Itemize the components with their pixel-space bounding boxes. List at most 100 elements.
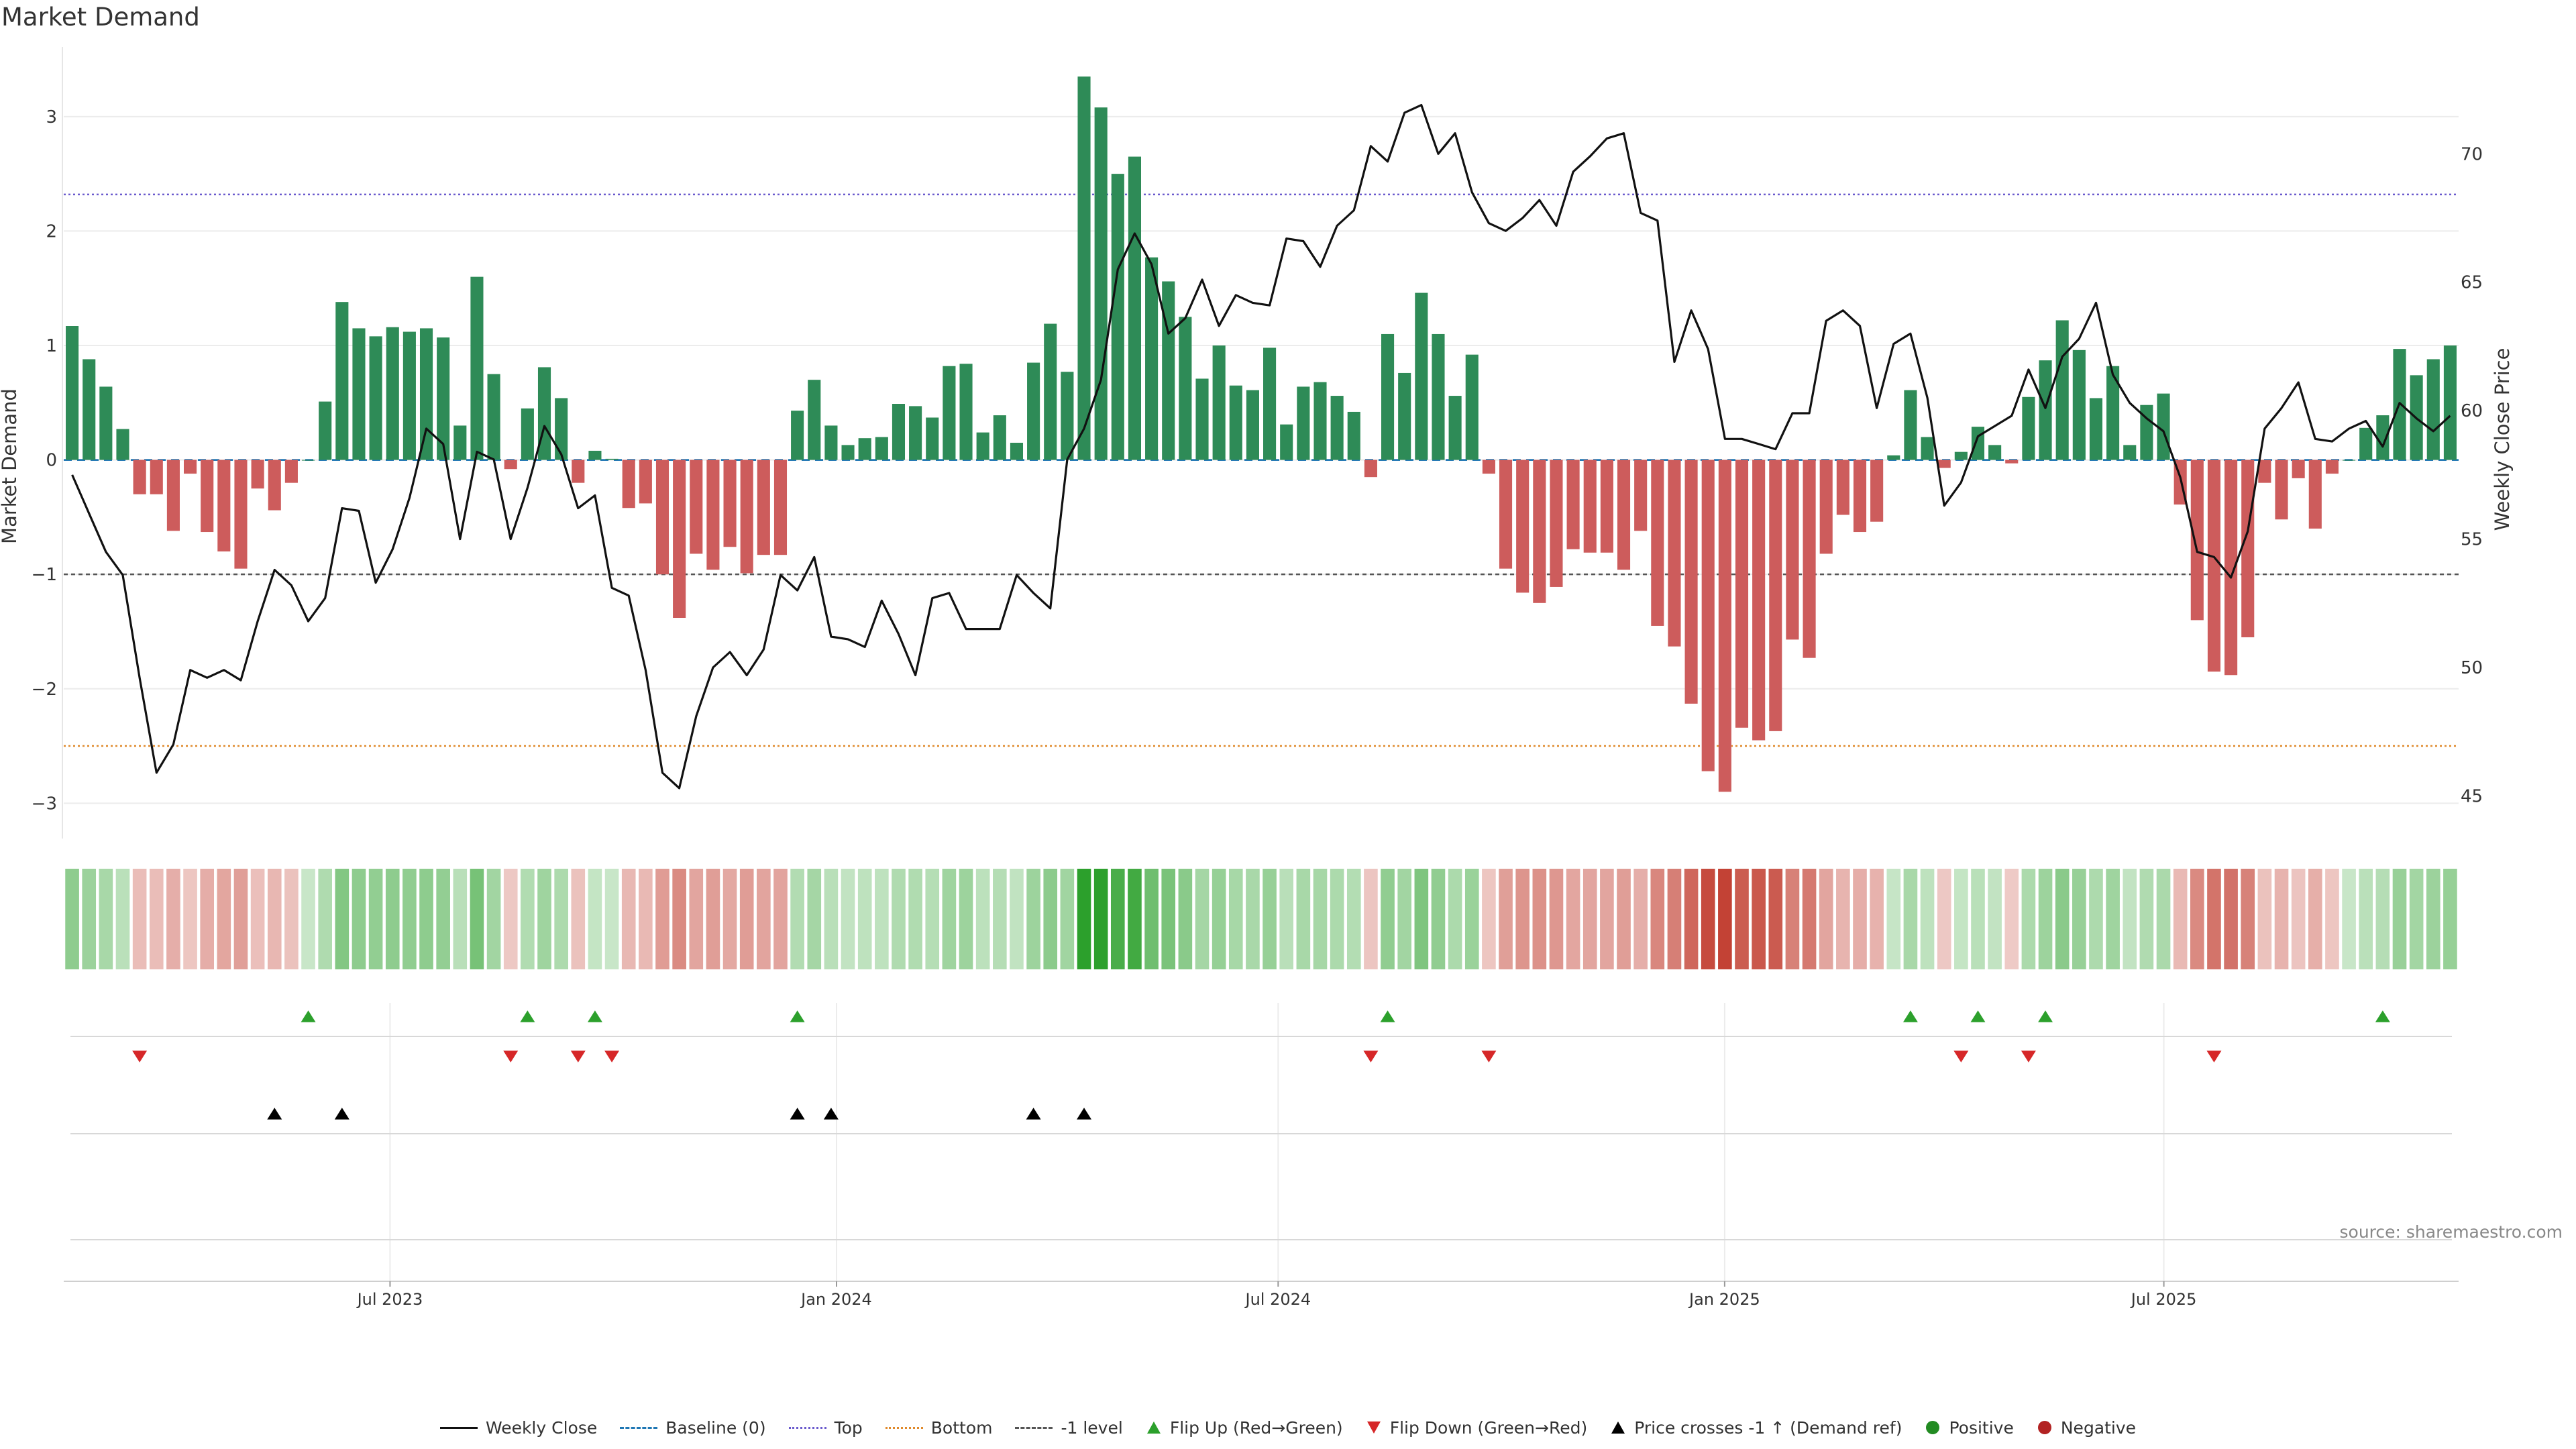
heat-cell (1768, 869, 1783, 969)
demand-bar (572, 460, 585, 483)
heat-cell (554, 869, 568, 969)
demand-bar (470, 276, 484, 460)
heat-cell (1313, 869, 1328, 969)
legend-circle-icon (2037, 1421, 2051, 1434)
heat-cell (1633, 869, 1648, 969)
flip-down-marker (1363, 1051, 1379, 1063)
demand-bar (959, 364, 973, 460)
demand-bar (284, 460, 298, 483)
demand-bar (655, 460, 669, 575)
legend-label: Negative (2060, 1417, 2137, 1438)
demand-bar (2005, 460, 2019, 464)
legend-circle-icon (1926, 1421, 1940, 1434)
heat-cell (2443, 869, 2457, 969)
y-tick-label-left: −1 (32, 565, 57, 585)
heat-cell (2106, 869, 2120, 969)
heat-cell (1785, 869, 1800, 969)
heat-cell (2426, 869, 2440, 969)
heat-cell (453, 869, 468, 969)
heat-cell (807, 869, 822, 969)
demand-bar (1803, 460, 1816, 658)
heat-cell (1161, 869, 1176, 969)
flip-up-marker (520, 1010, 535, 1022)
heat-cell (368, 869, 383, 969)
heat-cell (486, 869, 501, 969)
heat-cell (1988, 869, 2002, 969)
heat-cell (1195, 869, 1210, 969)
demand-bar (1735, 460, 1749, 728)
heat-cell (2004, 869, 2019, 969)
heat-cell (841, 869, 855, 969)
y-tick-label-right: 50 (2461, 658, 2483, 678)
heat-cell (436, 869, 450, 969)
heat-cell (82, 869, 97, 969)
flip-up-marker (790, 1010, 805, 1022)
legend-label: Weekly Close (485, 1417, 598, 1438)
demand-bar (1853, 460, 1867, 533)
legend-item: Flip Up (Red→Green) (1146, 1418, 1343, 1438)
demand-bar (166, 460, 180, 531)
price-cross-marker (1077, 1108, 1092, 1120)
heat-cell (2241, 869, 2255, 969)
demand-bar (2376, 415, 2390, 460)
heat-cell (2207, 869, 2221, 969)
demand-bar (1583, 460, 1597, 553)
heat-cell (757, 869, 771, 969)
demand-bar (335, 302, 349, 460)
demand-bar (1988, 445, 2002, 460)
heat-cell (1093, 869, 1108, 969)
demand-bar (1044, 323, 1057, 460)
flip-up-marker (2375, 1010, 2390, 1022)
heat-cell (250, 869, 265, 969)
demand-bar (504, 460, 517, 470)
heat-cell (1128, 869, 1142, 969)
demand-bar (419, 328, 433, 460)
demand-bar (1263, 347, 1277, 460)
heat-cell (284, 869, 299, 969)
demand-bar (1887, 455, 1900, 460)
demand-bar (1617, 460, 1631, 570)
demand-bars (66, 76, 2457, 792)
heat-cell (1263, 869, 1277, 969)
y-tick-label-right: 65 (2461, 273, 2483, 293)
demand-bar (1769, 460, 1782, 731)
demand-bar (757, 460, 770, 555)
legend-item: Price crosses -1 ↑ (Demand ref) (1610, 1418, 1902, 1438)
heat-cell (1296, 869, 1311, 969)
demand-bar (1684, 460, 1698, 704)
flip-down-marker (2206, 1051, 2222, 1063)
heat-cell (571, 869, 586, 969)
flip-up-marker (587, 1010, 602, 1022)
demand-bar (926, 417, 939, 460)
demand-bar (1313, 382, 1327, 460)
heat-cell (824, 869, 839, 969)
demand-bar (824, 425, 838, 460)
heat-cell (217, 869, 231, 969)
demand-bar (1145, 257, 1159, 460)
y-tick-label-left: 1 (46, 336, 57, 356)
market-demand-chart: Market Demand Weekly Close Price 3 2 1 0 −1 −… (0, 47, 2514, 1309)
heat-cell (2291, 869, 2306, 969)
demand-bar (2123, 445, 2137, 460)
heat-cell (1448, 869, 1462, 969)
heat-cell (149, 869, 164, 969)
demand-bar (1600, 460, 1613, 553)
demand-bar (2443, 345, 2457, 460)
demand-bar (622, 460, 635, 508)
demand-bar (1668, 460, 1681, 647)
heat-cell (908, 869, 922, 969)
legend-item: Negative (2037, 1418, 2136, 1438)
legend-label: Price crosses -1 ↑ (Demand ref) (1634, 1417, 1902, 1438)
heat-cell (2089, 869, 2103, 969)
y-tick-label-right: 45 (2461, 786, 2483, 806)
demand-bar (2089, 398, 2103, 460)
heat-cell (1212, 869, 1226, 969)
demand-bar (2241, 460, 2255, 637)
heat-cell (2156, 869, 2171, 969)
heat-cell (2123, 869, 2137, 969)
heat-cell (739, 869, 754, 969)
demand-bar (1061, 372, 1074, 460)
legend-line-swatch (1015, 1426, 1053, 1429)
heat-cell (2190, 869, 2204, 969)
heat-cell (925, 869, 940, 969)
